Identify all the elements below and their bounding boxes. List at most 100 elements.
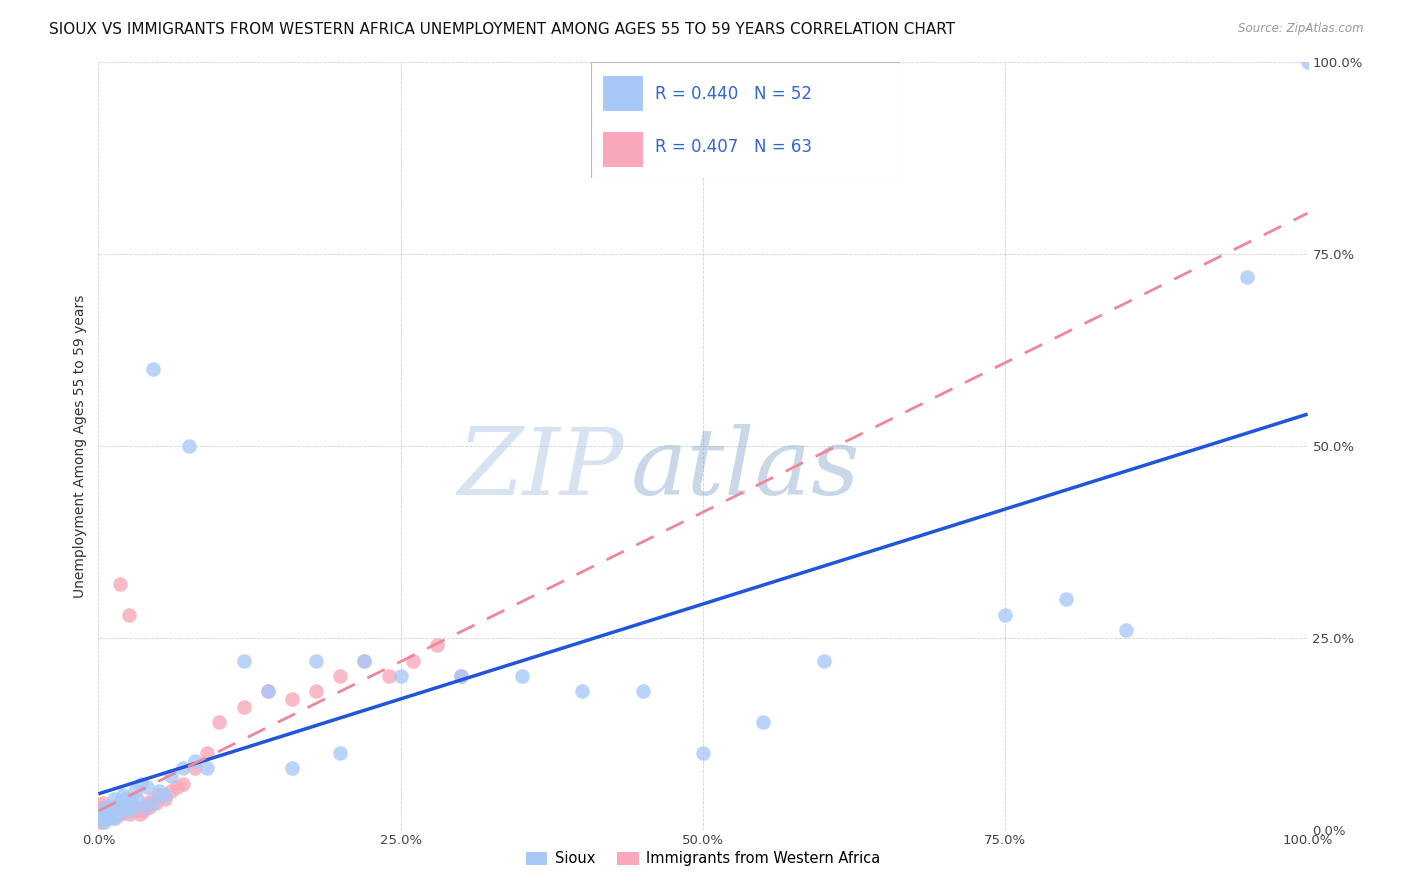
Point (153, 788, 176, 802)
Point (1236, 270, 1258, 285)
Point (94, 811, 117, 825)
Point (93, 804, 115, 818)
Point (118, 807, 141, 822)
Point (426, 639, 449, 653)
Point (353, 654, 375, 668)
Point (118, 804, 141, 818)
Point (91, 807, 114, 822)
Point (98, 804, 121, 818)
Point (510, 669, 533, 683)
Point (124, 784, 146, 798)
Point (94, 799, 117, 814)
Point (104, 811, 127, 825)
Point (305, 684, 328, 698)
Point (160, 784, 183, 798)
Legend: Sioux, Immigrants from Western Africa: Sioux, Immigrants from Western Africa (520, 846, 886, 872)
Point (127, 804, 149, 818)
Point (98, 799, 121, 814)
Point (148, 784, 170, 798)
Point (166, 780, 188, 795)
Point (118, 607, 141, 622)
Text: Source: ZipAtlas.com: Source: ZipAtlas.com (1239, 22, 1364, 36)
Point (172, 776, 194, 790)
Point (108, 577, 131, 591)
Point (142, 792, 165, 806)
Point (135, 780, 157, 795)
Point (377, 669, 399, 683)
Point (121, 804, 143, 818)
Point (89, 811, 111, 825)
FancyBboxPatch shape (591, 62, 900, 178)
Bar (603, 77, 643, 112)
Point (232, 699, 254, 714)
Point (994, 607, 1017, 622)
Point (281, 761, 304, 775)
Point (195, 761, 218, 775)
Point (1054, 592, 1077, 607)
Point (813, 654, 835, 668)
Text: atlas: atlas (630, 424, 860, 514)
Point (94, 799, 117, 814)
Y-axis label: Unemployment Among Ages 55 to 59 years: Unemployment Among Ages 55 to 59 years (73, 294, 87, 598)
Point (281, 692, 304, 706)
Point (631, 684, 654, 698)
Point (142, 362, 165, 376)
Point (100, 804, 122, 818)
Point (114, 804, 136, 818)
Point (124, 799, 146, 814)
Point (305, 654, 328, 668)
Point (138, 799, 160, 814)
Point (134, 804, 156, 818)
Point (1115, 623, 1137, 637)
Point (100, 807, 122, 822)
Point (450, 669, 472, 683)
Point (208, 715, 231, 730)
Point (129, 776, 152, 790)
Point (97, 811, 120, 825)
Point (135, 796, 157, 810)
Point (117, 799, 139, 814)
Point (107, 807, 129, 822)
Point (101, 811, 124, 825)
Point (127, 792, 149, 806)
Point (101, 807, 124, 822)
Point (108, 799, 131, 814)
Point (121, 796, 143, 810)
Point (91, 799, 114, 814)
Point (692, 746, 714, 760)
Point (184, 761, 207, 775)
Point (571, 684, 593, 698)
Point (329, 669, 352, 683)
Point (100, 799, 122, 814)
Point (450, 669, 472, 683)
Point (389, 669, 412, 683)
Bar (603, 132, 643, 167)
Point (103, 804, 125, 818)
Point (96, 804, 118, 818)
Point (142, 796, 165, 810)
Point (148, 788, 170, 802)
Point (329, 746, 352, 760)
Point (111, 788, 134, 802)
Point (97, 807, 120, 822)
Point (105, 799, 128, 814)
Point (91, 804, 114, 818)
Point (110, 807, 132, 822)
Point (256, 684, 278, 698)
Point (90, 807, 112, 822)
Point (98, 804, 121, 818)
Point (91, 796, 114, 810)
Text: R = 0.440   N = 52: R = 0.440 N = 52 (655, 85, 813, 103)
Point (134, 799, 156, 814)
Point (97, 811, 120, 825)
Point (100, 799, 122, 814)
Point (131, 799, 153, 814)
Point (90, 814, 112, 829)
Point (105, 804, 128, 818)
Text: ZIP: ZIP (458, 424, 624, 514)
Point (111, 804, 134, 818)
Point (96, 807, 118, 822)
Point (108, 796, 131, 810)
Point (353, 654, 375, 668)
Point (232, 654, 254, 668)
